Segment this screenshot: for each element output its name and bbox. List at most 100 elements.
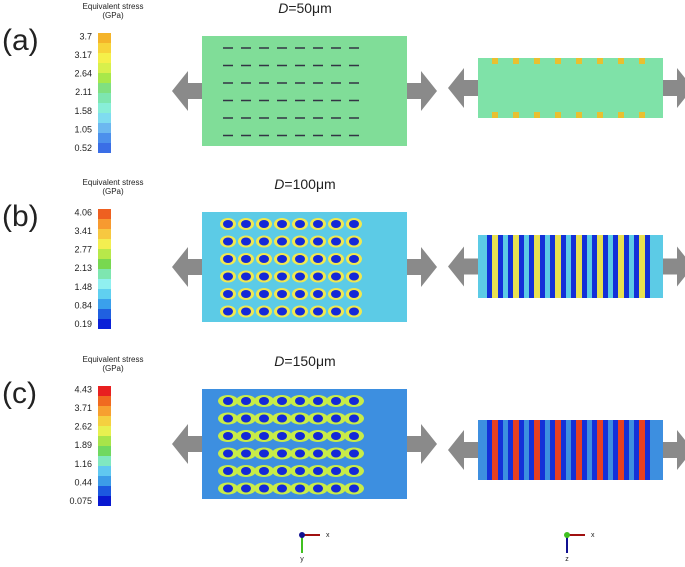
stress-core <box>259 432 269 440</box>
stress-core <box>295 220 305 228</box>
colorbar-segment <box>98 279 111 289</box>
stress-core <box>331 272 341 281</box>
stress-core <box>331 255 341 263</box>
legend-tick-label: 2.77 <box>74 245 92 255</box>
colorbar-segment <box>98 239 111 249</box>
axis-x-label: x <box>326 532 330 539</box>
stress-core <box>223 467 233 475</box>
stress-core <box>313 484 323 493</box>
stress-core <box>223 432 233 440</box>
stress-core <box>331 220 341 228</box>
diameter-symbol: D <box>274 353 284 369</box>
side-fiber <box>555 235 561 298</box>
stress-core <box>277 290 287 298</box>
stress-core <box>295 484 305 493</box>
stress-core <box>277 449 287 458</box>
load-arrow <box>448 430 478 470</box>
legend-tick-label: 4.06 <box>74 207 92 217</box>
model-side-view <box>478 58 663 118</box>
diameter-value: =50μm <box>288 0 331 16</box>
colorbar-segment <box>98 209 111 219</box>
legend-tick-label: 0.44 <box>74 477 92 487</box>
legend-tick-label: 0.52 <box>74 143 92 153</box>
colorbar-segment <box>98 406 111 416</box>
legend-tick-label: 0.84 <box>74 300 92 310</box>
stress-core <box>313 255 323 263</box>
stress-core <box>349 220 359 228</box>
legend-tick-label: 2.62 <box>74 422 92 432</box>
colorbar-segment <box>98 43 111 53</box>
colorbar-segment <box>98 219 111 229</box>
edge-stress <box>576 112 582 118</box>
legend-tick-label: 3.17 <box>74 50 92 60</box>
stress-core <box>277 220 287 228</box>
edge-stress <box>639 112 645 118</box>
stress-core <box>349 397 359 405</box>
model-top-view <box>202 212 407 322</box>
diameter-symbol: D <box>278 0 288 16</box>
stress-core <box>241 397 251 405</box>
stress-core <box>223 237 233 246</box>
stress-core <box>223 290 233 298</box>
edge-stress <box>534 58 540 64</box>
stress-core <box>295 255 305 263</box>
stress-core <box>259 484 269 493</box>
stress-core <box>277 467 287 475</box>
stress-core <box>241 414 251 423</box>
stress-core <box>295 467 305 475</box>
edge-stress <box>576 58 582 64</box>
stress-core <box>259 467 269 475</box>
load-arrow <box>172 424 202 464</box>
panel-label: (a) <box>2 24 39 57</box>
edge-stress <box>618 58 624 64</box>
colorbar-segment <box>98 93 111 103</box>
diameter-label: D=50μm <box>278 0 332 16</box>
stress-core <box>259 237 269 246</box>
stress-core <box>331 484 341 493</box>
stress-core <box>349 272 359 281</box>
stress-core <box>223 414 233 423</box>
colorbar-segment <box>98 466 111 476</box>
colorbar-segment <box>98 249 111 259</box>
edge-stress <box>492 58 498 64</box>
legend-tick-label: 1.58 <box>74 106 92 116</box>
colorbar-segment <box>98 83 111 93</box>
stress-core <box>295 414 305 423</box>
stress-core <box>331 290 341 298</box>
legend-tick-label: 1.48 <box>74 282 92 292</box>
stress-core <box>241 220 251 228</box>
colorbar-segment <box>98 259 111 269</box>
edge-stress <box>513 58 519 64</box>
stress-core <box>349 237 359 246</box>
stress-core <box>295 307 305 316</box>
stress-core <box>349 484 359 493</box>
stress-core <box>295 397 305 405</box>
axis-origin <box>299 532 305 538</box>
side-fiber <box>618 420 624 480</box>
edge-stress <box>555 112 561 118</box>
stress-core <box>241 307 251 316</box>
stress-core <box>349 449 359 458</box>
side-fiber <box>492 420 498 480</box>
edge-stress <box>534 112 540 118</box>
stress-core <box>277 414 287 423</box>
stress-core <box>241 255 251 263</box>
panel-label: (c) <box>2 377 37 410</box>
legend-tick-label: 2.13 <box>74 263 92 273</box>
stress-core <box>313 220 323 228</box>
colorbar-segment <box>98 496 111 506</box>
side-fiber <box>597 235 603 298</box>
stress-core <box>277 432 287 440</box>
stress-core <box>277 484 287 493</box>
colorbar-segment <box>98 73 111 83</box>
side-fiber <box>492 235 498 298</box>
model-top-view <box>202 36 407 146</box>
stress-core <box>259 414 269 423</box>
stress-core <box>223 255 233 263</box>
stress-core <box>349 255 359 263</box>
load-arrow <box>663 68 685 108</box>
stress-core <box>331 237 341 246</box>
colorbar-segment <box>98 486 111 496</box>
stress-core <box>349 307 359 316</box>
